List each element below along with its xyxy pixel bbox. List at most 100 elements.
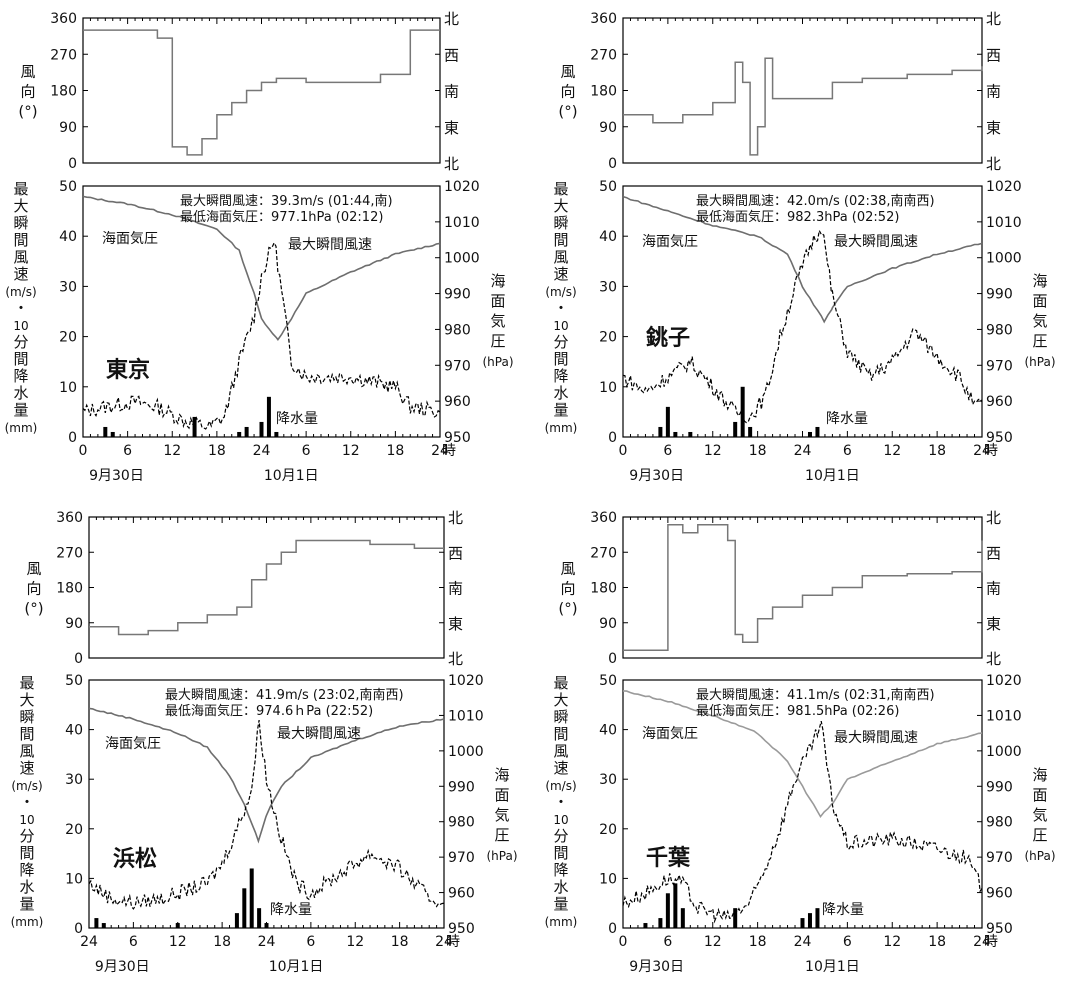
wind-axis-label: 水 [553,878,568,896]
direction-axis-label: 風 [26,560,41,578]
pressure-tick-label: 950 [444,430,471,446]
precip-bar [673,883,678,928]
precip-bar [242,888,247,928]
direction-compass-label: 南 [448,580,463,598]
direction-axis-label: 向 [560,83,575,101]
precip-bar [733,908,738,928]
direction-compass-label: 南 [444,83,459,101]
wind-axis-label: 最 [553,674,568,692]
wind-axis-label: 瞬 [19,708,34,726]
x-tick-label: 24 [80,934,98,950]
x-tick-label: 18 [749,934,767,950]
wind-axis-label: 最 [19,674,34,692]
date-label: 9月30日 [629,959,684,975]
gust-series-label: 最大瞬間風速 [834,234,918,250]
precip-bar [658,918,663,928]
wind-axis-label: 降 [553,367,568,385]
precip-bar [800,918,805,928]
wind-axis-label: 10 [19,813,34,827]
precip-bar [688,431,693,437]
x-tick-label: 12 [169,934,187,950]
pressure-tick-label: 1010 [444,215,480,231]
gust-line [82,241,441,430]
x-tick-label: 18 [749,443,767,459]
direction-tick-label: 90 [59,120,77,136]
pressure-axis-label: (hPa) [1024,849,1055,863]
x-tick-label: 12 [346,934,364,950]
wind-axis-label: (m/s) [545,285,576,299]
wind-axis-label: 水 [553,384,568,402]
x-tick-label: 12 [883,934,901,950]
wind-tick-label: 10 [65,871,83,887]
direction-compass-label: 北 [986,650,1001,668]
precip-series-label: 降水量 [822,902,864,918]
station-name: 浜松 [113,847,157,872]
x-tick-label: 18 [213,934,231,950]
wind-axis-label: 速 [19,759,34,777]
pressure-axis-label: 圧 [1032,332,1047,350]
x-tick-label: 18 [928,934,946,950]
wind-tick-label: 20 [599,330,617,346]
direction-axis-label: 風 [560,63,575,81]
precip-bar [815,908,820,928]
wind-axis-label: 最 [13,180,28,198]
wind-axis-label: 間 [19,725,34,743]
wind-axis-label: 分 [19,827,34,845]
precip-bar [815,426,820,437]
x-tick-label: 6 [123,443,132,459]
precip-bar [244,426,249,437]
direction-axis-label: 風 [20,63,35,81]
pressure-axis-label: (hPa) [486,849,517,863]
wind-axis-label: 分 [553,333,568,351]
wind-tick-label: 30 [599,772,617,788]
wind-axis-label: 分 [13,333,28,351]
precip-series-label: 降水量 [276,411,318,427]
wind-axis-label: 水 [19,878,34,896]
pressure-tick-label: 1000 [986,744,1022,760]
pressure-tick-label: 990 [986,779,1013,795]
wind-axis-label: 大 [553,197,568,215]
pressure-series-label: 海面気圧 [102,231,158,247]
direction-tick-label: 180 [590,84,617,100]
wind-axis-label: 10 [553,319,568,333]
wind-tick-label: 40 [59,229,77,245]
pressure-tick-label: 1000 [444,251,480,267]
wind-axis-label: ・ [13,299,28,317]
pressure-axis-label: 海 [490,272,505,290]
precip-bar [266,396,271,437]
precip-bar [101,923,106,928]
x-tick-label: 18 [391,934,409,950]
precip-bar [175,923,180,928]
wind-tick-label: 30 [65,772,83,788]
pressure-tick-label: 970 [444,358,471,374]
gust-series-label: 最大瞬間風速 [288,237,372,253]
precip-bar [680,908,685,928]
pressure-tick-label: 990 [448,779,475,795]
pressure-series-label: 海面気圧 [642,726,698,742]
direction-tick-label: 360 [590,11,617,27]
date-label: 10月1日 [269,959,324,975]
date-label: 9月30日 [95,959,150,975]
gust-line [622,228,983,424]
direction-axis-label: 向 [20,83,35,101]
wind-axis-label: 量 [553,401,568,419]
wind-tick-label: 40 [65,723,83,739]
wind-axis-label: 風 [19,742,34,760]
wind-axis-label: (mm) [5,421,38,435]
wind-axis-label: 風 [13,248,28,266]
x-tick-label: 24 [431,443,449,459]
pressure-axis-label: (hPa) [482,355,513,369]
wind-tick-label: 20 [59,330,77,346]
x-tick-label: 6 [129,934,138,950]
precip-bar [237,431,242,437]
direction-plot-frame [622,516,983,659]
wind-axis-label: 風 [553,742,568,760]
pressure-tick-label: 980 [448,815,475,831]
precip-series-label: 降水量 [826,411,868,427]
direction-plot-frame [622,17,983,164]
x-tick-label: 6 [843,934,852,950]
pressure-tick-label: 950 [986,430,1013,446]
